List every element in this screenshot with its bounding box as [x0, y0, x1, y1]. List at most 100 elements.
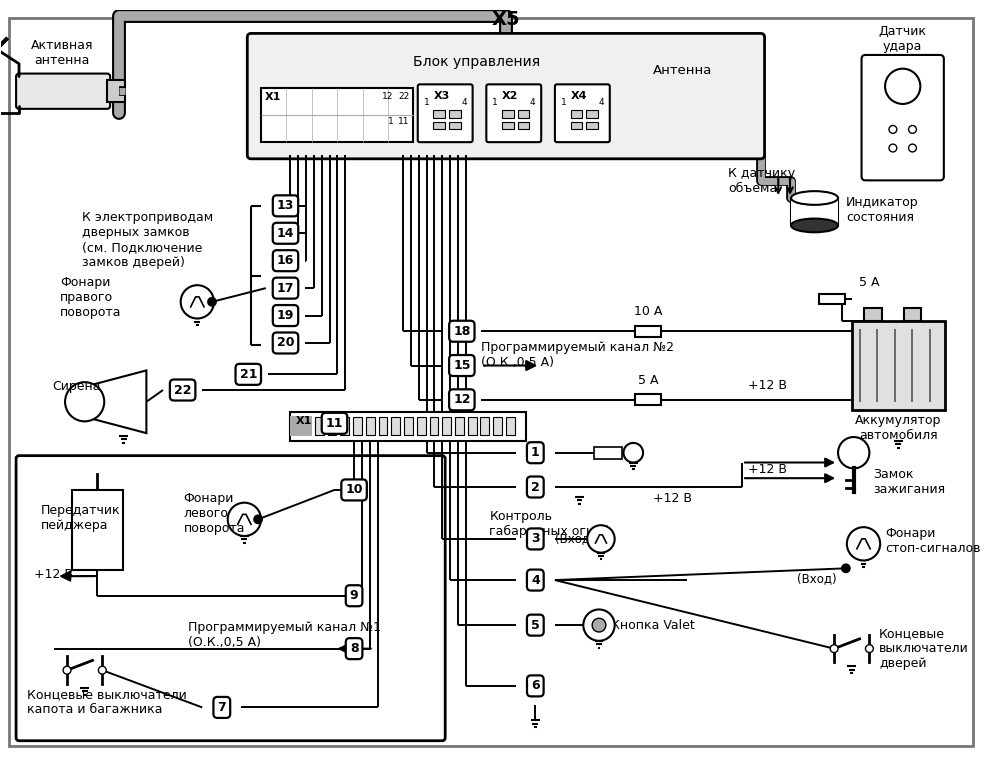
Text: 22: 22	[399, 92, 410, 101]
Text: Антенна: Антенна	[653, 65, 712, 77]
Bar	[502, 110, 514, 118]
Text: К датчику
объема: К датчику объема	[728, 167, 795, 194]
Text: 22: 22	[174, 383, 191, 396]
Text: 17: 17	[277, 282, 294, 294]
Bar	[502, 121, 514, 130]
Text: 7: 7	[217, 701, 226, 714]
Circle shape	[623, 443, 643, 462]
Bar	[571, 121, 582, 130]
Bar	[417, 417, 426, 435]
FancyBboxPatch shape	[486, 84, 541, 142]
Circle shape	[889, 125, 897, 134]
Bar	[315, 417, 324, 435]
Text: 12: 12	[453, 393, 471, 406]
Text: 1: 1	[531, 446, 540, 459]
Text: Программируемый канал №2
(О.К.,0,5 А): Программируемый канал №2 (О.К.,0,5 А)	[481, 341, 674, 369]
Bar	[328, 417, 336, 435]
Bar	[518, 110, 529, 118]
Text: 9: 9	[350, 589, 358, 602]
Text: 8: 8	[350, 642, 358, 655]
Text: Аккумулятор
автомобиля: Аккумулятор автомобиля	[855, 414, 941, 442]
Ellipse shape	[791, 219, 838, 232]
Text: 4: 4	[598, 99, 604, 108]
Bar	[468, 417, 477, 435]
Bar	[480, 417, 489, 435]
Text: +12 В: +12 В	[748, 379, 787, 392]
Circle shape	[889, 144, 897, 152]
Text: 10 А: 10 А	[634, 305, 662, 319]
Text: Передатчик
пейджера: Передатчик пейджера	[41, 504, 120, 531]
Bar	[819, 294, 845, 304]
Text: +12 В: +12 В	[653, 493, 692, 505]
Bar	[791, 198, 838, 225]
Circle shape	[838, 437, 869, 468]
FancyBboxPatch shape	[555, 84, 610, 142]
Text: X1: X1	[295, 417, 312, 427]
Text: Программируемый канал №1
(О.К.,0,5 А): Программируемый канал №1 (О.К.,0,5 А)	[188, 621, 381, 649]
Text: К электроприводам
дверных замков
(см. Подключение
замков дверей): К электроприводам дверных замков (см. По…	[82, 211, 213, 269]
Bar	[353, 417, 362, 435]
Bar	[290, 417, 312, 436]
Bar	[518, 121, 529, 130]
Circle shape	[98, 666, 106, 674]
Text: 4: 4	[461, 99, 467, 108]
Text: 4: 4	[530, 99, 535, 108]
Text: 1: 1	[388, 117, 393, 126]
Text: Датчик
удара: Датчик удара	[879, 25, 927, 53]
Bar	[366, 417, 375, 435]
Bar	[72, 490, 123, 570]
Text: X3: X3	[433, 91, 450, 101]
Bar	[391, 417, 400, 435]
Bar	[107, 80, 125, 102]
Bar	[430, 417, 438, 435]
Circle shape	[253, 515, 263, 524]
Text: Фонари
правого
поворота: Фонари правого поворота	[60, 276, 122, 320]
Bar	[442, 417, 451, 435]
Circle shape	[181, 285, 214, 319]
Circle shape	[885, 68, 920, 104]
Bar	[635, 326, 661, 337]
Text: Активная
антенна: Активная антенна	[31, 39, 93, 67]
Text: 15: 15	[453, 359, 471, 372]
Text: Концевые
выключатели
дверей: Концевые выключатели дверей	[879, 627, 969, 670]
Bar	[404, 417, 413, 435]
Circle shape	[909, 144, 916, 152]
FancyBboxPatch shape	[418, 84, 473, 142]
Text: Замок
зажигания: Замок зажигания	[873, 468, 945, 496]
Bar	[586, 110, 598, 118]
Text: 6: 6	[531, 679, 540, 692]
Text: 10: 10	[345, 483, 363, 496]
Bar	[852, 321, 945, 410]
Text: 18: 18	[453, 325, 471, 338]
Circle shape	[587, 525, 615, 553]
Text: 4: 4	[531, 574, 540, 587]
Bar	[506, 417, 515, 435]
Bar	[904, 307, 921, 321]
Text: Индикатор
состояния: Индикатор состояния	[846, 196, 918, 224]
Circle shape	[830, 644, 838, 653]
Text: 11: 11	[326, 417, 343, 430]
Text: 1: 1	[424, 99, 429, 108]
Bar	[586, 121, 598, 130]
Bar	[290, 411, 526, 441]
FancyBboxPatch shape	[16, 455, 445, 741]
Text: 14: 14	[277, 227, 294, 240]
Text: 1: 1	[561, 99, 567, 108]
Text: Фонари
левого
поворота: Фонари левого поворота	[184, 492, 245, 535]
Text: 5 А: 5 А	[859, 276, 879, 289]
Circle shape	[228, 502, 261, 536]
Circle shape	[583, 609, 615, 641]
Text: 13: 13	[277, 200, 294, 213]
Text: (Вход): (Вход)	[797, 572, 837, 584]
Text: Сирена: Сирена	[52, 380, 101, 393]
Text: 3: 3	[531, 532, 540, 546]
Text: X2: X2	[502, 91, 518, 101]
Bar	[433, 121, 445, 130]
Text: 21: 21	[240, 368, 257, 381]
Bar	[571, 110, 582, 118]
Bar	[455, 417, 464, 435]
Bar	[594, 447, 622, 458]
Bar	[864, 307, 882, 321]
Text: Кнопка Valet: Кнопка Valet	[611, 619, 695, 631]
Text: +12 В: +12 В	[34, 568, 73, 581]
